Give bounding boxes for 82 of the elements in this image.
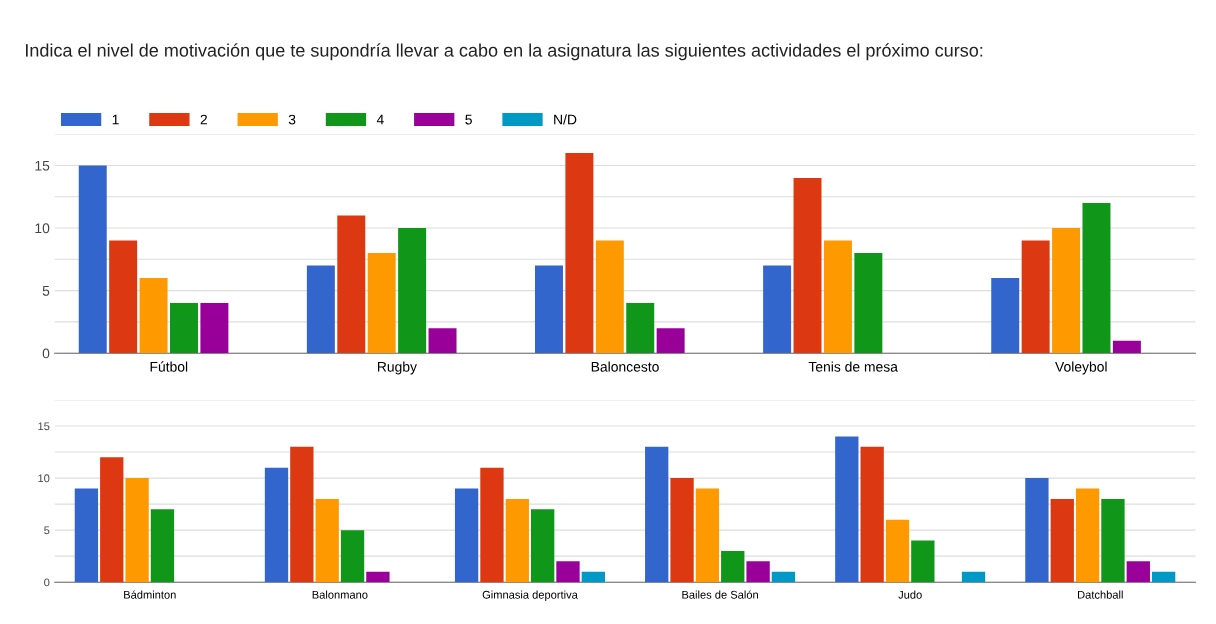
bar <box>656 328 685 354</box>
bar <box>961 571 986 583</box>
bar <box>645 446 669 583</box>
bar <box>556 561 580 583</box>
bar <box>835 436 859 583</box>
y-tick-label: 0 <box>42 348 50 359</box>
bar <box>530 509 555 583</box>
bar <box>823 240 852 354</box>
x-tick-label: Tenis de mesa <box>808 361 898 372</box>
bar <box>264 467 289 583</box>
x-tick-label: Gimnasia deportiva <box>482 590 578 601</box>
legend-label: 2 <box>200 114 207 125</box>
bar <box>367 253 396 354</box>
y-tick-label: 10 <box>38 474 50 483</box>
bar <box>793 177 822 354</box>
bar <box>1075 488 1100 583</box>
legend-label: 1 <box>112 114 119 125</box>
bar <box>565 152 594 354</box>
x-tick-label: Datchball <box>1078 590 1123 599</box>
chart-title: Indica el nivel de motivación que te supondría llevar a cabo en la asignatura las siguientes actividades el próximo curso: <box>25 43 983 61</box>
bar <box>139 278 168 354</box>
bar <box>695 488 720 583</box>
y-tick-label: 5 <box>44 526 50 535</box>
bar <box>125 478 149 583</box>
x-tick-label: Bailes de Salón <box>682 590 758 599</box>
bar <box>340 530 365 583</box>
bar <box>534 265 563 354</box>
y-tick-label: 15 <box>38 422 50 431</box>
bar <box>670 478 694 583</box>
bar <box>200 303 229 354</box>
bar <box>746 561 770 583</box>
bar <box>885 519 910 583</box>
bar <box>581 571 605 583</box>
x-tick-label: Voleybol <box>1055 361 1107 375</box>
bar <box>721 550 745 583</box>
bar <box>771 571 796 583</box>
bar <box>1082 203 1111 354</box>
y-tick-label: 0 <box>44 578 50 587</box>
x-tick-label: Judo <box>898 590 922 599</box>
bar <box>911 540 935 583</box>
bar <box>454 488 479 583</box>
bar <box>854 253 883 354</box>
bar <box>1025 478 1049 583</box>
bar <box>860 446 884 583</box>
bar <box>480 467 504 583</box>
bar <box>337 215 366 354</box>
x-tick-label: Baloncesto <box>591 361 659 372</box>
y-tick-label: 5 <box>42 286 50 296</box>
bar <box>1126 561 1150 583</box>
bar <box>763 265 792 354</box>
legend-label: 3 <box>288 114 296 125</box>
bar <box>315 498 339 583</box>
bar <box>991 278 1020 354</box>
bar <box>100 457 124 583</box>
bar <box>1050 498 1074 583</box>
bar <box>428 328 457 354</box>
bar <box>290 446 314 583</box>
legend-label: 5 <box>465 114 472 125</box>
bar <box>1101 498 1125 583</box>
bar <box>109 240 138 354</box>
bar <box>78 165 107 354</box>
bar <box>150 509 175 583</box>
bar <box>595 240 624 354</box>
x-tick-label: Fútbol <box>150 361 188 372</box>
bar <box>306 265 335 354</box>
bar <box>74 488 99 583</box>
bar <box>1112 340 1141 354</box>
bar <box>1021 240 1050 354</box>
y-tick-label: 10 <box>35 223 50 234</box>
bar <box>1151 571 1176 583</box>
legend-label: 4 <box>376 114 384 125</box>
x-tick-label: Bádminton <box>124 590 176 599</box>
bar <box>1052 228 1081 354</box>
x-tick-label: Balonmano <box>312 590 368 599</box>
bar <box>626 303 655 354</box>
bar <box>505 498 529 583</box>
bar <box>398 228 427 354</box>
bar <box>366 571 390 583</box>
y-tick-label: 15 <box>35 160 50 171</box>
bar <box>170 303 198 354</box>
x-tick-label: Rugby <box>377 361 417 375</box>
legend-label: N/D <box>554 114 577 125</box>
